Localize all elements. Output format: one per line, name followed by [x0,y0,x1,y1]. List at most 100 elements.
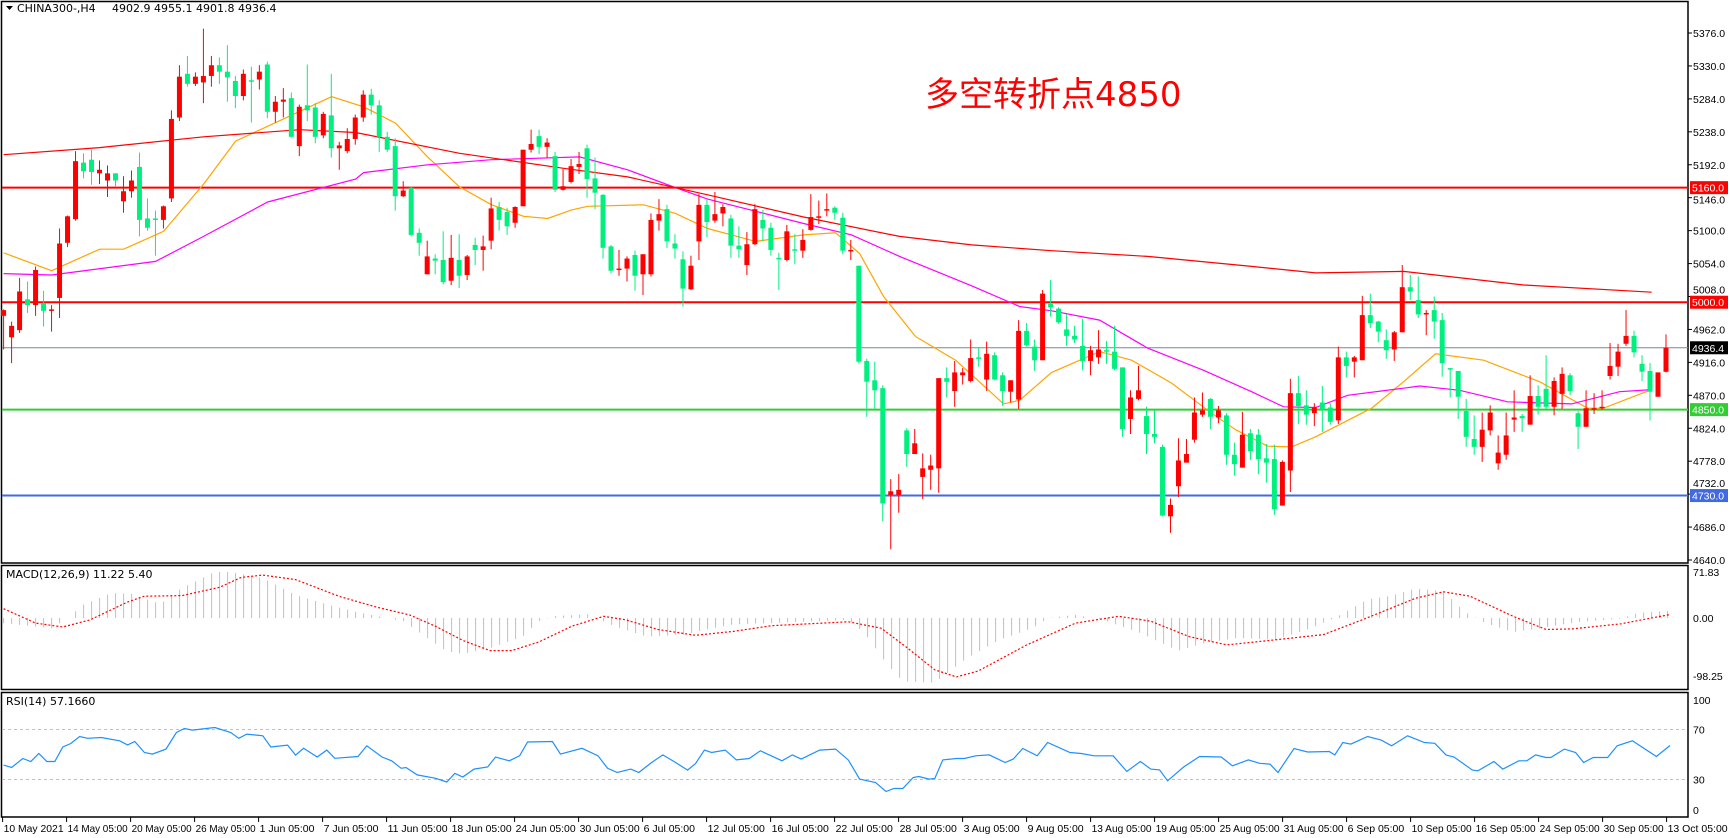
candle-body [1503,435,1509,455]
candle-body [872,380,878,391]
candle-bullish [1088,345,1094,376]
candle-bullish [1599,390,1605,410]
candle-body [1144,416,1149,434]
candle-body [1151,433,1157,437]
main-price-panel[interactable] [0,0,1689,564]
candle-bullish [352,114,358,145]
time-tick-label: 14 May 05:00 [68,823,128,835]
macd-panel[interactable] [0,564,1689,691]
candle-body [640,254,646,275]
time-tick-label: 16 Jul 05:00 [772,823,829,835]
candle-bearish [728,214,734,258]
candle-bullish [1191,397,1197,443]
candle-bullish [400,181,406,197]
candle-body [1183,454,1189,463]
candle-bearish [608,244,614,274]
candle-bearish [1263,444,1269,483]
candle-bearish [536,129,542,155]
rsi-tick-label: 100 [1693,695,1711,707]
candle-bearish [1647,363,1653,421]
candle-body [1631,335,1637,353]
candle-bearish [1383,329,1389,359]
candle-bullish [97,160,103,185]
candle-bullish [360,90,366,122]
candle-body [424,256,430,275]
annotation-text: 多空转折点4850 [925,75,1182,115]
candle-body [696,204,702,242]
candle-body [368,94,374,106]
candle-bullish [1136,365,1142,401]
candle-bullish [576,151,582,175]
candle-bearish [736,226,742,258]
candle-body [800,239,806,251]
candle-bearish [1447,368,1453,398]
candle-bullish [480,235,486,271]
candle-bullish [1423,310,1429,336]
rsi-panel[interactable] [0,691,1689,818]
candle-bearish [384,131,390,152]
candle-bullish [920,453,926,500]
candle-bearish [1159,444,1165,517]
candle-bullish [560,169,566,191]
candle-body [1375,321,1381,332]
candle-bullish [73,151,79,221]
candle-bullish [1167,498,1173,533]
level-tag-label: 5000.0 [1692,297,1724,309]
candle-bearish [1471,415,1477,455]
candle-bearish [1231,442,1237,476]
price-tick-label: 5284.0 [1693,94,1725,106]
candle-bearish [1295,375,1301,424]
candle-bearish [664,204,670,248]
macd-tick-label: -98.25 [1693,671,1723,683]
candle-bearish [1056,307,1062,324]
candle-bullish [1479,412,1485,462]
candle-body [584,148,590,180]
rsi-title: RSI(14) 57.1660 [6,695,95,708]
candle-body [624,258,630,269]
candle-body [768,227,774,250]
candle-bullish [200,28,206,104]
candle-body [392,146,398,197]
candle-body [304,105,310,111]
candle-bullish [320,111,326,139]
candle-body [568,166,574,182]
candle-bullish [512,206,518,228]
candle-body [704,204,710,223]
candle-body [432,258,438,261]
candle-bullish [336,141,342,170]
price-tick-label: 4686.0 [1693,522,1725,534]
candle-bullish [1128,390,1134,434]
level-tag-5160.0 [1690,181,1728,195]
candle-body [992,355,998,380]
candle-body [504,212,510,227]
time-tick-label: 24 Jun 05:00 [516,823,576,835]
candle-bearish [304,64,310,122]
time-axis: 10 May 2021 14 May 05:00 20 May 05:00 26 Ma… [2,817,1728,835]
candle-body [1215,410,1221,418]
candle-body [336,145,342,149]
candle-bullish [912,428,918,455]
candle-bearish [288,92,294,138]
candle-body [1311,407,1317,414]
candle-bullish [1215,406,1221,424]
candle-bullish [49,305,55,332]
candle-bullish [1607,343,1613,380]
dropdown-triangle-icon[interactable] [6,6,13,10]
candle-body [528,143,534,150]
candle-body [1080,345,1086,361]
candle-bullish [240,69,246,101]
candle-body [1623,335,1629,344]
candle-bearish [152,210,158,256]
candle-bearish [1048,280,1054,317]
candle-body [496,206,502,220]
candle-body [688,265,694,290]
candle-bullish [296,104,302,157]
candle-bearish [1112,325,1118,371]
candle-body [472,244,478,250]
candle-body [280,99,286,102]
candle-body [832,207,838,213]
price-tick-label: 4732.0 [1693,478,1725,490]
candle-bullish [800,229,806,258]
candle-bullish [648,213,654,277]
